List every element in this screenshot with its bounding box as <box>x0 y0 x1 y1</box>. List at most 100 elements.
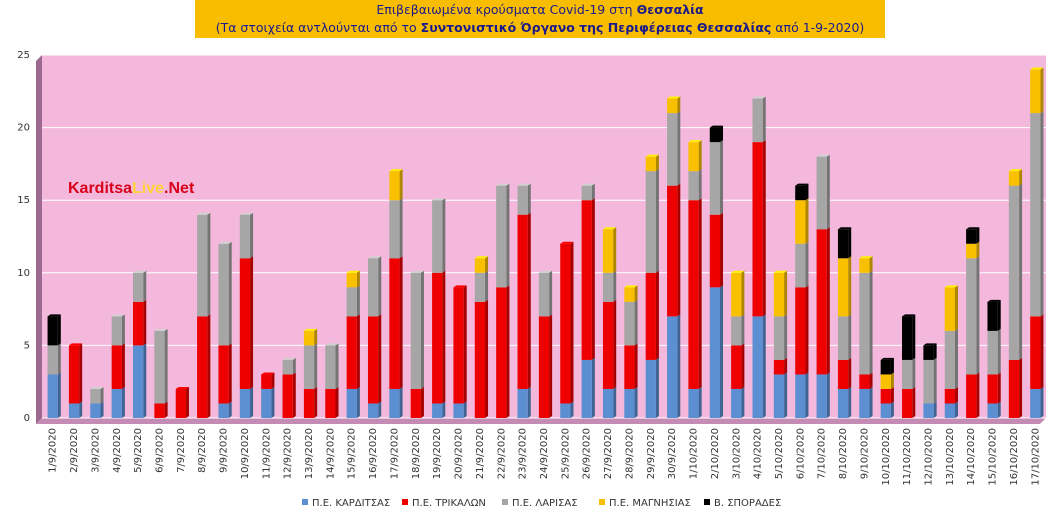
bar-segment <box>1008 185 1020 360</box>
bar-segment <box>966 243 977 259</box>
bar-segment-side <box>335 386 339 418</box>
bar-segment <box>602 301 614 389</box>
legend-swatch <box>704 499 710 505</box>
bar-segment <box>688 388 699 418</box>
bar-segment-side <box>805 372 809 418</box>
bar-segment-side <box>335 343 339 389</box>
bar-segment-side <box>613 299 617 389</box>
bar-segment-side <box>720 212 724 288</box>
bar-segment-side <box>549 270 553 317</box>
bar-segment-side <box>79 343 83 404</box>
bar-segment <box>923 403 934 418</box>
bar-segment <box>453 403 464 418</box>
bar-segment-side <box>399 256 403 389</box>
x-tick-label: 1/9/2020 <box>48 428 59 473</box>
bar-segment <box>560 243 571 404</box>
bar-top <box>795 183 809 186</box>
bar-segment <box>709 287 721 418</box>
bar-top <box>602 227 617 230</box>
x-tick-label: 26/9/2020 <box>582 428 593 479</box>
bar-top <box>68 343 83 346</box>
x-tick-label: 1/10/2020 <box>689 428 700 479</box>
y-tick-label: 20 <box>17 123 30 134</box>
bar-top <box>688 140 702 143</box>
x-tick-label: 16/10/2020 <box>1009 428 1020 486</box>
bar-top <box>346 270 360 273</box>
bar-top <box>90 386 104 389</box>
title-line-1-region: Θεσσαλία <box>636 2 704 17</box>
bar-segment-side <box>228 401 232 418</box>
bar-segment <box>111 316 122 346</box>
bar-segment <box>837 258 849 317</box>
x-tick-label: 3/10/2020 <box>731 428 742 479</box>
bar-segment-side <box>570 241 574 404</box>
bar-segment-side <box>954 328 958 389</box>
bar-segment-side <box>805 241 809 288</box>
bar-segment-side <box>420 386 424 418</box>
bar-segment <box>880 403 891 418</box>
bar-segment-side <box>848 386 852 418</box>
bar-segment-side <box>869 386 873 418</box>
x-tick-label: 10/9/2020 <box>240 428 251 479</box>
bar-segment-side <box>655 357 659 418</box>
bar-segment-side <box>826 227 830 375</box>
legend-swatch <box>502 499 508 505</box>
bar-segment <box>902 359 913 389</box>
x-tick-label: 2/10/2020 <box>710 428 721 479</box>
bar-segment-side <box>784 314 788 360</box>
bar-segment-side <box>1019 183 1023 360</box>
bar-segment-side <box>292 357 296 375</box>
bar-segment-side <box>698 169 702 201</box>
bar-segment <box>1030 69 1041 114</box>
bar-segment-side <box>976 241 980 259</box>
bar-segment-side <box>527 386 531 418</box>
bar-segment <box>667 316 678 418</box>
bar-segment-side <box>720 125 724 143</box>
bar-segment-side <box>997 401 1001 418</box>
bar-segment-side <box>677 111 681 186</box>
bar-segment-side <box>207 212 211 317</box>
bar-segment-side <box>250 386 254 418</box>
bar-segment-side <box>1040 67 1044 114</box>
bar-segment <box>752 316 763 418</box>
bar-segment <box>325 345 336 389</box>
x-tick-label: 12/10/2020 <box>924 428 935 486</box>
x-tick-label: 4/9/2020 <box>112 428 123 473</box>
bar-segment <box>880 359 891 375</box>
bar-segment <box>731 388 742 418</box>
bar-segment-side <box>1040 111 1044 317</box>
bar-segment <box>47 345 58 375</box>
bar-segment-side <box>720 285 724 418</box>
x-tick-label: 4/10/2020 <box>753 428 764 479</box>
bar-segment <box>667 113 678 186</box>
bar-segment <box>966 258 977 375</box>
bar-segment <box>303 388 315 418</box>
bar-segment-side <box>399 386 403 418</box>
bar-top <box>239 212 254 215</box>
bar-segment <box>837 316 849 360</box>
bar-top <box>367 256 382 259</box>
x-tick-label: 7/10/2020 <box>817 428 828 479</box>
bar-segment <box>923 359 934 404</box>
x-tick-label: 6/9/2020 <box>154 428 165 473</box>
bar-segment-side <box>912 357 916 389</box>
bar-segment <box>987 330 998 375</box>
bar-segment-side <box>762 314 766 418</box>
bar-segment-side <box>250 256 254 389</box>
bar-segment <box>1008 359 1020 418</box>
legend-swatch <box>599 499 605 505</box>
x-tick-label: 10/10/2020 <box>881 428 892 486</box>
bar-segment <box>752 142 763 317</box>
bar-top <box>474 256 489 259</box>
x-tick-label: 19/9/2020 <box>432 428 443 479</box>
bar-segment-side <box>976 256 980 375</box>
bar-segment <box>346 272 357 288</box>
bar-segment <box>624 388 635 418</box>
bar-segment-side <box>634 386 638 418</box>
bar-segment-side <box>805 183 809 201</box>
bar-segment <box>261 388 272 418</box>
bar-top <box>773 270 788 273</box>
bar-segment <box>667 185 678 317</box>
bar-segment <box>688 171 699 201</box>
bar-top <box>538 270 553 273</box>
